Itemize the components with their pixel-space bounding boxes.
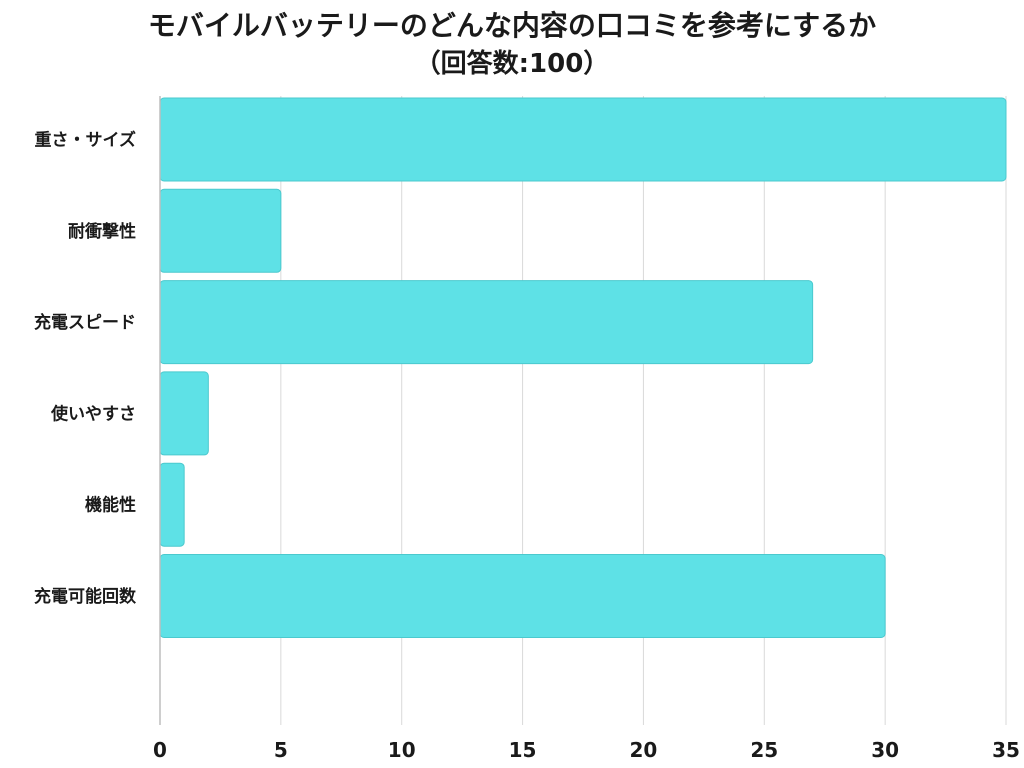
chart-subtitle: （回答数:100） <box>414 49 610 79</box>
x-tick-label-3: 15 <box>509 738 537 762</box>
x-tick-label-7: 35 <box>992 738 1020 762</box>
chart-title-block: モバイルバッテリーのどんな内容の口コミを参考にするか （回答数:100） <box>0 6 1024 82</box>
x-tick-label-4: 20 <box>630 738 658 762</box>
x-tick-label-6: 30 <box>871 738 899 762</box>
bars <box>159 97 1007 638</box>
x-tick-label-5: 25 <box>750 738 778 762</box>
category-label-5: 充電可能回数 <box>34 586 137 607</box>
category-label-4: 機能性 <box>85 495 136 516</box>
bar-2 <box>159 280 814 365</box>
chart-title: モバイルバッテリーのどんな内容の口コミを参考にするか <box>147 9 877 42</box>
bar-4 <box>159 462 185 547</box>
category-label-3: 使いやすさ <box>50 403 136 424</box>
bar-5 <box>159 554 886 638</box>
x-tick-label-0: 0 <box>153 738 167 762</box>
tick-labels: 0 5 10 15 20 25 30 35 <box>153 738 1020 762</box>
x-tick-label-1: 5 <box>274 738 288 762</box>
category-label-0: 重さ・サイズ <box>35 130 137 151</box>
bar-3 <box>159 371 209 456</box>
category-label-2: 充電スピード <box>34 312 136 333</box>
bar-0 <box>159 97 1007 182</box>
x-tick-label-2: 10 <box>388 738 416 762</box>
category-label-1: 耐衝撃性 <box>68 221 136 242</box>
bar-1 <box>159 188 282 273</box>
